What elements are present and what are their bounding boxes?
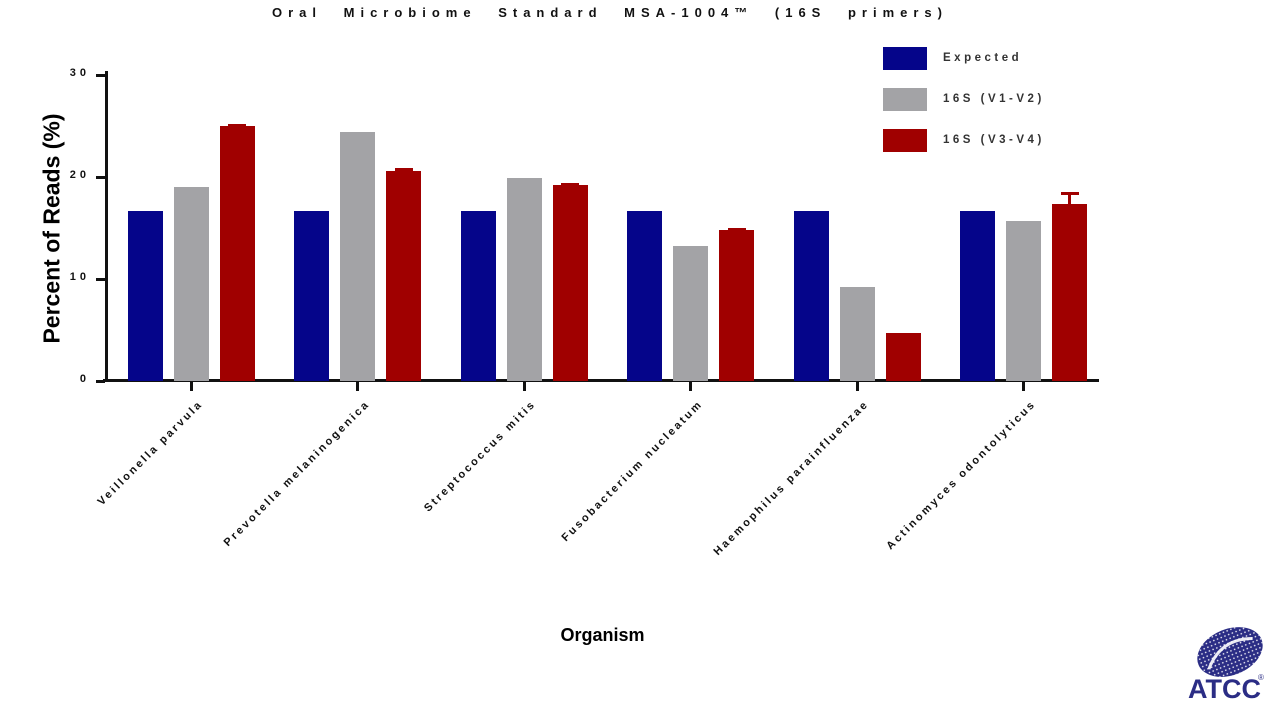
bar: [1006, 220, 1041, 381]
y-tick-label: 0: [79, 373, 90, 385]
logo-text: ATCC: [1188, 674, 1261, 704]
x-axis-title: Organism: [560, 625, 645, 645]
error-bar-cap: [228, 123, 246, 127]
bar: [1052, 203, 1087, 381]
bar: [340, 132, 375, 381]
legend-label-v3v4: 16S (V3-V4): [943, 134, 1045, 146]
y-axis-line: [105, 71, 108, 382]
bar: [839, 287, 875, 381]
x-tick: [855, 382, 859, 391]
bar: [386, 170, 421, 381]
globe-icon: [1197, 627, 1263, 677]
y-tick: [96, 277, 105, 281]
x-category-label: Actinomyces odontolyticus: [883, 398, 1038, 553]
x-category-label: Prevotella melaninogenica: [221, 398, 372, 549]
y-tick-label: 10: [69, 271, 90, 283]
y-tick: [96, 175, 105, 179]
x-category-label: Fusobacterium nucleatum: [559, 398, 705, 544]
error-bar-stem: [1068, 192, 1071, 206]
logo-registered-mark: ®: [1258, 673, 1264, 682]
legend-label-expected: Expected: [943, 52, 1023, 64]
x-axis-line: [103, 379, 1099, 382]
bar: [460, 210, 496, 381]
x-tick: [522, 382, 526, 391]
bar: [673, 246, 708, 381]
y-tick: [96, 379, 105, 383]
x-tick: [189, 382, 193, 391]
bar: [552, 185, 588, 381]
bar: [885, 333, 921, 381]
y-tick-label: 30: [69, 67, 90, 79]
error-bar-cap: [727, 228, 746, 231]
bar: [173, 187, 209, 381]
chart-title: Oral Microbiome Standard MSA-1004™ (16S …: [272, 5, 948, 20]
atcc-logo: ATCC ®: [1188, 627, 1264, 704]
x-tick: [689, 382, 692, 391]
bar: [127, 210, 163, 381]
legend-swatch-v3v4: [883, 129, 927, 152]
bar: [627, 210, 662, 381]
legend-label-v1v2: 16S (V1-V2): [943, 93, 1045, 105]
x-tick: [356, 382, 359, 391]
bar: [506, 178, 542, 381]
bar: [219, 126, 255, 381]
bar: [719, 230, 754, 381]
y-tick-label: 20: [69, 169, 90, 181]
bar: [793, 210, 829, 381]
bar: [960, 210, 995, 381]
error-bar-cap: [561, 183, 579, 187]
x-category-label: Streptococcus mitis: [422, 398, 539, 515]
legend-swatch-expected: [883, 47, 927, 70]
y-axis-title: Percent of Reads (%): [38, 113, 65, 344]
error-bar-cap: [394, 168, 413, 172]
bar: [294, 210, 329, 381]
x-tick: [1022, 382, 1025, 391]
y-tick: [96, 73, 105, 77]
plot-area: [108, 75, 1097, 381]
x-category-label: Haemophilus parainfluenzae: [711, 398, 872, 558]
error-bar-cap: [1060, 192, 1079, 196]
legend-swatch-v1v2: [883, 88, 927, 111]
x-category-label: Veillonella parvula: [95, 398, 206, 508]
